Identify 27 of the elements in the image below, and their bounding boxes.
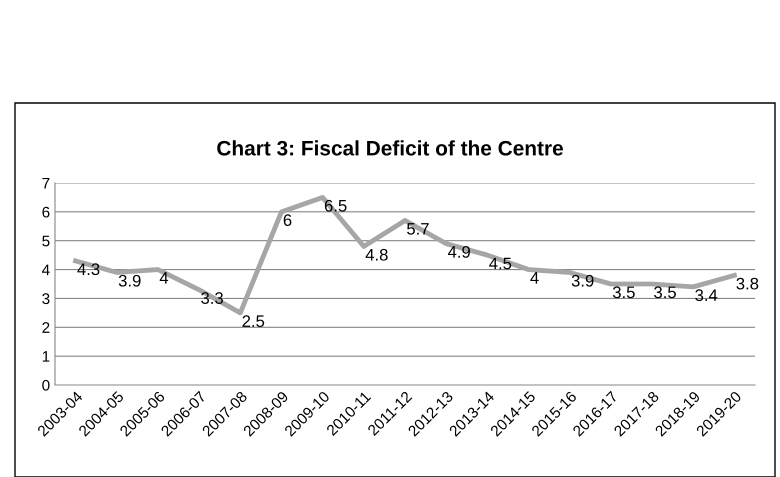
chart-title: Chart 3: Fiscal Deficit of the Centre — [217, 140, 563, 156]
data-label: 3.8 — [736, 278, 758, 290]
data-label: 6.5 — [324, 200, 347, 212]
y-tick-label: 4 — [42, 264, 50, 276]
y-tick-label: 3 — [42, 293, 50, 304]
data-label: 4.8 — [366, 248, 388, 261]
data-label: 3.5 — [654, 286, 676, 298]
line-series — [73, 195, 737, 316]
data-label: 6 — [284, 214, 292, 226]
y-tick-label: 5 — [42, 236, 50, 246]
data-label: 3.5 — [612, 286, 635, 298]
data-label: 3.3 — [201, 292, 223, 304]
data-label: 4.5 — [489, 258, 512, 270]
data-label: 3.9 — [572, 274, 594, 287]
y-tick-label: 7 — [42, 178, 50, 189]
y-tick-label: 1 — [42, 351, 50, 362]
data-label: 5.7 — [407, 223, 429, 235]
y-tick-label: 0 — [42, 380, 50, 391]
y-tick-label: 2 — [42, 322, 50, 333]
data-label: 3.9 — [118, 274, 141, 287]
data-label: 4.3 — [77, 263, 100, 276]
data-label: 4.9 — [448, 246, 470, 258]
data-label: 4 — [160, 272, 168, 284]
data-label: 2.5 — [242, 315, 264, 328]
data-label: 3.4 — [695, 289, 718, 302]
y-tick-label: 6 — [42, 206, 50, 218]
data-label: 4 — [530, 272, 539, 284]
